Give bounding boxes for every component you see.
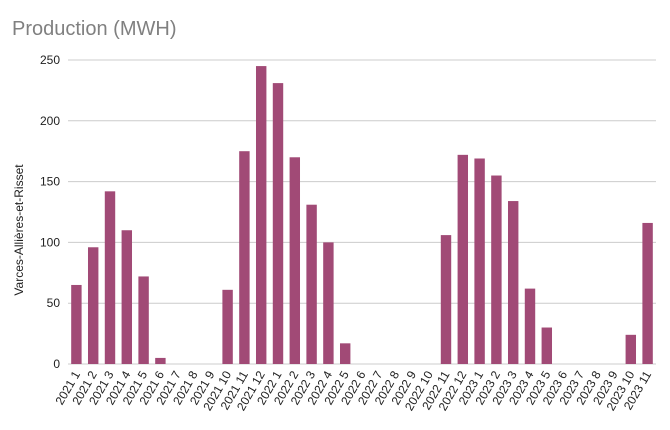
bar[interactable] xyxy=(507,201,519,364)
y-tick-label: 250 xyxy=(40,53,60,67)
y-tick-label: 50 xyxy=(47,296,61,310)
bar[interactable] xyxy=(440,235,452,364)
gridlines xyxy=(68,59,656,365)
bar[interactable] xyxy=(642,222,653,364)
bar[interactable] xyxy=(457,154,469,364)
bars xyxy=(71,66,653,364)
y-tick-label: 0 xyxy=(53,357,60,371)
y-tick-labels: 0 50 100 150 200 250 xyxy=(40,53,60,371)
y-axis-label: Varces-Allières-et-Risset xyxy=(12,164,26,296)
bar[interactable] xyxy=(104,191,116,364)
bar[interactable] xyxy=(155,357,166,364)
bar[interactable] xyxy=(289,157,301,364)
bar[interactable] xyxy=(474,158,485,364)
bar[interactable] xyxy=(138,276,149,364)
bar[interactable] xyxy=(625,334,637,364)
bar[interactable] xyxy=(272,83,284,364)
bar[interactable] xyxy=(71,284,82,364)
bar[interactable] xyxy=(323,242,334,364)
bar[interactable] xyxy=(306,204,317,364)
bar[interactable] xyxy=(87,247,99,364)
bar[interactable] xyxy=(222,289,233,364)
bar[interactable] xyxy=(239,151,250,364)
y-tick-label: 150 xyxy=(40,175,60,189)
y-tick-label: 100 xyxy=(40,235,60,249)
bar[interactable] xyxy=(524,288,536,364)
bar[interactable] xyxy=(121,230,133,364)
bar[interactable] xyxy=(339,343,351,364)
chart-title: Production (MWH) xyxy=(12,18,177,40)
bar[interactable] xyxy=(491,175,502,364)
bar[interactable] xyxy=(541,327,553,364)
bar[interactable] xyxy=(255,66,267,364)
y-tick-label: 200 xyxy=(40,114,60,128)
